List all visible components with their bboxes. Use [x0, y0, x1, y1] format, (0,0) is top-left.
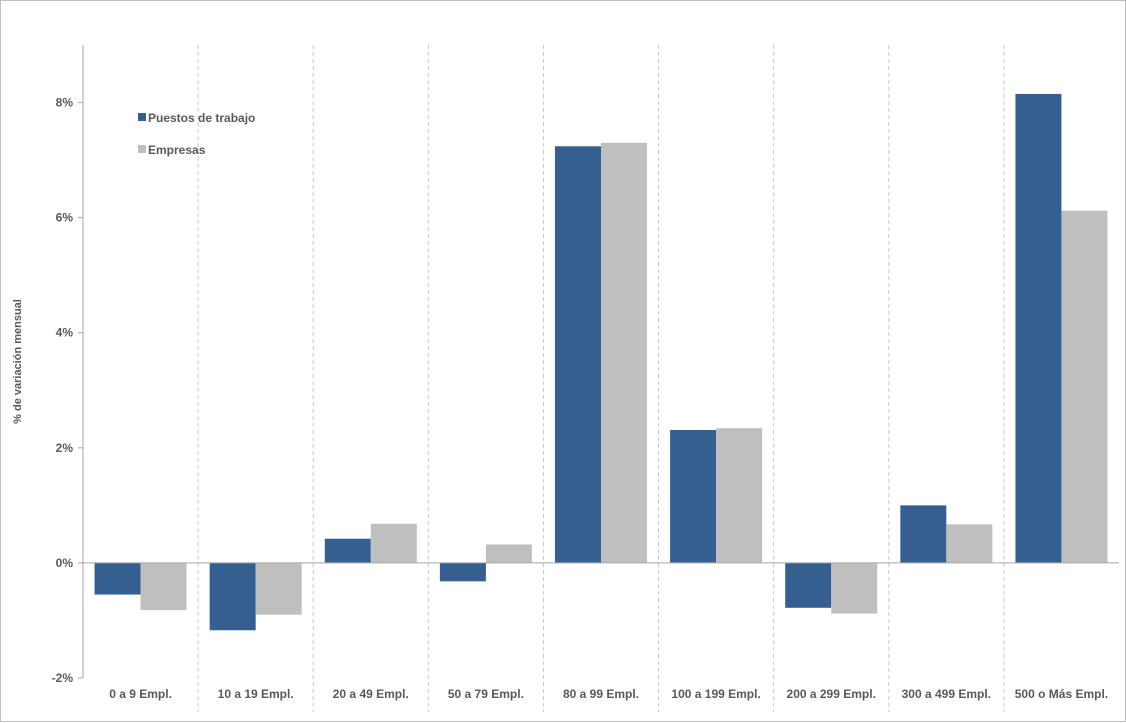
x-category-label: 200 a 299 Empl. — [787, 687, 876, 701]
x-category-label: 50 a 79 Empl. — [448, 687, 524, 701]
y-tick-label: -2% — [52, 671, 74, 685]
bar-puestos-de-trabajo — [785, 562, 832, 608]
axes-layer — [78, 45, 1119, 679]
bar-empresas — [255, 562, 302, 615]
bar-puestos-de-trabajo — [670, 429, 717, 563]
legend-label: Puestos de trabajo — [148, 111, 255, 125]
bar-puestos-de-trabajo — [94, 562, 141, 595]
y-tick-label: 8% — [56, 96, 74, 110]
x-category-label: 300 a 499 Empl. — [902, 687, 991, 701]
y-tick-label: 0% — [56, 556, 74, 570]
bar-empresas — [946, 524, 993, 563]
x-category-label: 80 a 99 Empl. — [563, 687, 639, 701]
labels-layer: -2% 0% 2% 4% 6% 8% 0 a 9 Empl. 10 a 19 Empl. 20 … — [12, 96, 1108, 701]
y-tick-label: 4% — [56, 326, 74, 340]
bar-puestos-de-trabajo — [900, 505, 947, 563]
bars-layer — [94, 93, 1108, 631]
legend-swatch — [138, 113, 146, 121]
bar-puestos-de-trabajo — [324, 538, 371, 563]
bar-empresas — [1061, 210, 1108, 563]
x-category-label: 20 a 49 Empl. — [333, 687, 409, 701]
bar-empresas — [831, 562, 878, 614]
x-category-label: 100 a 199 Empl. — [671, 687, 760, 701]
bar-empresas — [140, 562, 187, 611]
bar-puestos-de-trabajo — [209, 562, 256, 631]
bar-puestos-de-trabajo — [439, 562, 486, 582]
grid-lines — [197, 45, 1005, 712]
bar-empresas — [716, 428, 763, 563]
legend-label: Empresas — [148, 143, 206, 157]
y-tick-label: 2% — [56, 441, 74, 455]
bar-empresas — [485, 544, 532, 563]
x-category-label: 0 a 9 Empl. — [109, 687, 172, 701]
bar-empresas — [601, 142, 647, 563]
bar-empresas — [370, 523, 417, 563]
x-category-label: 500 o Más Empl. — [1015, 687, 1108, 701]
y-tick-label: 6% — [56, 211, 74, 225]
legend: Puestos de trabajo Empresas — [138, 111, 255, 157]
x-category-label: 10 a 19 Empl. — [218, 687, 294, 701]
y-axis-title: % de variación mensual — [12, 299, 24, 424]
bar-puestos-de-trabajo — [555, 146, 601, 563]
legend-swatch — [138, 145, 146, 153]
bar-puestos-de-trabajo — [1015, 93, 1062, 563]
